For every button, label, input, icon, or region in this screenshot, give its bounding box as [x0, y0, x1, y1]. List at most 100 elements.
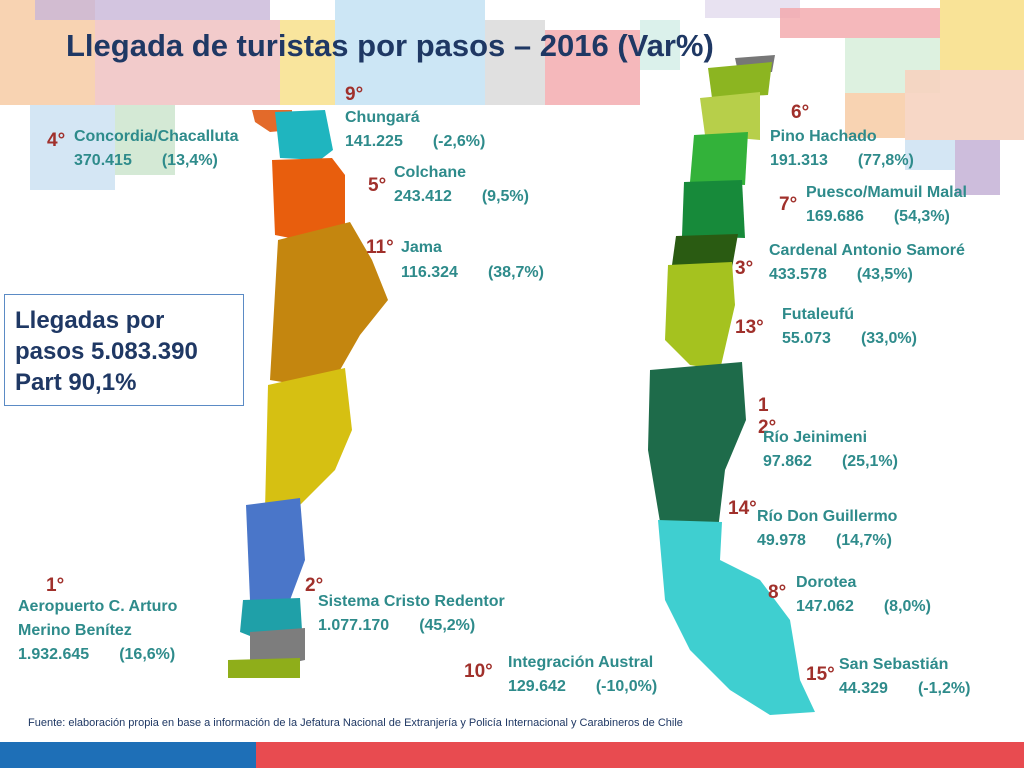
region-loslagos [665, 262, 735, 370]
pass-name-jama: Jama [401, 239, 442, 256]
rank-puesco: 7° [779, 194, 798, 215]
summary-line-2: pasos 5.083.390 [15, 338, 198, 365]
pass-name-chungara: Chungará [345, 109, 420, 126]
pass-name-dorotea: Dorotea [796, 574, 857, 591]
region-biobio [700, 92, 760, 140]
pass-change: (14,7%) [835, 532, 892, 549]
pass-change: (16,6%) [119, 646, 176, 663]
pass-change: (77,8%) [857, 152, 914, 169]
pass-name-colchane: Colchane [394, 164, 467, 181]
pass-name-jeinimeni: Río Jeinimeni [763, 429, 868, 446]
pass-value: 433.578 [769, 266, 827, 283]
decor-block [30, 105, 115, 190]
pass-stats-don-guillermo: 49.978 (14,7%) [757, 532, 892, 550]
pass-change: (-2,6%) [432, 133, 486, 150]
region-tarapaca [272, 158, 345, 240]
summary-line-1: Llegadas por [15, 307, 165, 334]
pass-value: 97.862 [763, 453, 812, 470]
pass-stats-jama: 116.324 (38,7%) [401, 264, 544, 282]
rank-dorotea: 8° [768, 582, 787, 603]
region-arica-teal [275, 110, 333, 160]
decor-block [780, 8, 940, 38]
rank-pino-hachado: 6° [791, 102, 810, 123]
decor-block [640, 20, 680, 70]
pass-stats-puesco: 169.686 (54,3%) [806, 208, 950, 226]
pass-value: 191.313 [770, 152, 828, 169]
rank-concordia: 4° [47, 130, 66, 151]
pass-stats-chungara: 141.225 (-2,6%) [345, 133, 485, 151]
pass-value: 55.073 [782, 330, 831, 347]
region-loslagos-dark [672, 234, 738, 268]
pass-name-concordia: Concordia/Chacalluta [74, 128, 239, 145]
rank-cristo-redentor: 2° [305, 575, 324, 596]
region-nuble [708, 62, 772, 98]
region-araucania [690, 132, 748, 185]
pass-value: 44.329 [839, 680, 888, 697]
pass-value: 370.415 [74, 152, 132, 169]
pass-stats-cristo-redentor: 1.077.170 (45,2%) [318, 617, 475, 635]
pass-value: 141.225 [345, 133, 403, 150]
rank-san-sebastian: 15° [806, 664, 835, 685]
decor-block [115, 105, 175, 175]
pass-change: (38,7%) [487, 264, 544, 281]
pass-value: 49.978 [757, 532, 806, 549]
pass-name-integracion-austral: Integración Austral [508, 654, 654, 671]
rank-chungara: 9° [345, 84, 364, 105]
pass-change: (45,2%) [419, 617, 476, 634]
decor-block [705, 0, 800, 18]
region-ohiggins [228, 658, 300, 678]
decor-block [280, 20, 335, 105]
footer-bar-red [256, 742, 1024, 768]
pass-change: (25,1%) [841, 453, 898, 470]
pass-value: 169.686 [806, 208, 864, 225]
pass-value: 116.324 [401, 264, 458, 281]
source-note: Fuente: elaboración propia en base a inf… [28, 717, 683, 729]
summary-line-3: Part 90,1% [15, 369, 137, 396]
decor-block [335, 0, 485, 105]
pass-name-cristo-redentor: Sistema Cristo Redentor [318, 593, 505, 610]
pass-name-san-sebastian: San Sebastián [839, 656, 949, 673]
rank-jama: 11° [366, 237, 394, 258]
decor-block [905, 140, 955, 170]
pass-stats-futaleufu: 55.073 (33,0%) [782, 330, 917, 348]
pass-change: (-10,0%) [595, 678, 658, 695]
pass-stats-jeinimeni: 97.862 (25,1%) [763, 453, 898, 471]
pass-value: 147.062 [796, 598, 854, 615]
total-summary-box: Llegadas por pasos 5.083.390 Part 90,1% [4, 294, 244, 406]
rank-samore: 3° [735, 258, 754, 279]
pass-value: 1.077.170 [318, 617, 390, 634]
rank-futaleufu: 13° [735, 317, 764, 338]
decor-block [95, 20, 280, 105]
region-santiago [250, 628, 305, 668]
page-title: Llegada de turistas por pasos – 2016 (Va… [66, 28, 714, 63]
pass-value: 1.932.645 [18, 646, 90, 663]
pass-value: 129.642 [508, 678, 566, 695]
pass-name-don-guillermo: Río Don Guillermo [757, 508, 898, 525]
pass-stats-pino-hachado: 191.313 (77,8%) [770, 152, 914, 170]
pass-name-aeropuerto: Aeropuerto C. Arturo [18, 598, 178, 615]
pass-stats-dorotea: 147.062 (8,0%) [796, 598, 931, 616]
region-atacama [265, 368, 352, 510]
pass-change: (54,3%) [893, 208, 950, 225]
decor-block [545, 30, 640, 105]
rank-integracion-austral: 10° [464, 661, 493, 682]
rank-don-guillermo: 14° [728, 498, 757, 519]
decor-block [955, 140, 1000, 195]
pass-change: (9,5%) [481, 188, 529, 205]
pass-stats-concordia: 370.415 (13,4%) [74, 152, 218, 170]
pass-stats-san-sebastian: 44.329 (-1,2%) [839, 680, 970, 698]
decor-block [905, 70, 1024, 140]
pass-name-aeropuerto-line2: Merino Benítez [18, 622, 132, 639]
pass-change: (-1,2%) [917, 680, 971, 697]
decor-block [485, 20, 545, 105]
pass-stats-integracion-austral: 129.642 (-10,0%) [508, 678, 657, 696]
rank-colchane: 5° [368, 175, 387, 196]
decor-block [35, 0, 270, 20]
pass-change: (33,0%) [860, 330, 917, 347]
pass-name-puesco: Puesco/Mamuil Malal [806, 184, 967, 201]
pass-change: (13,4%) [161, 152, 218, 169]
pass-name-samore: Cardenal Antonio Samoré [769, 242, 965, 259]
pass-value: 243.412 [394, 188, 452, 205]
region-coquimbo [246, 498, 305, 600]
